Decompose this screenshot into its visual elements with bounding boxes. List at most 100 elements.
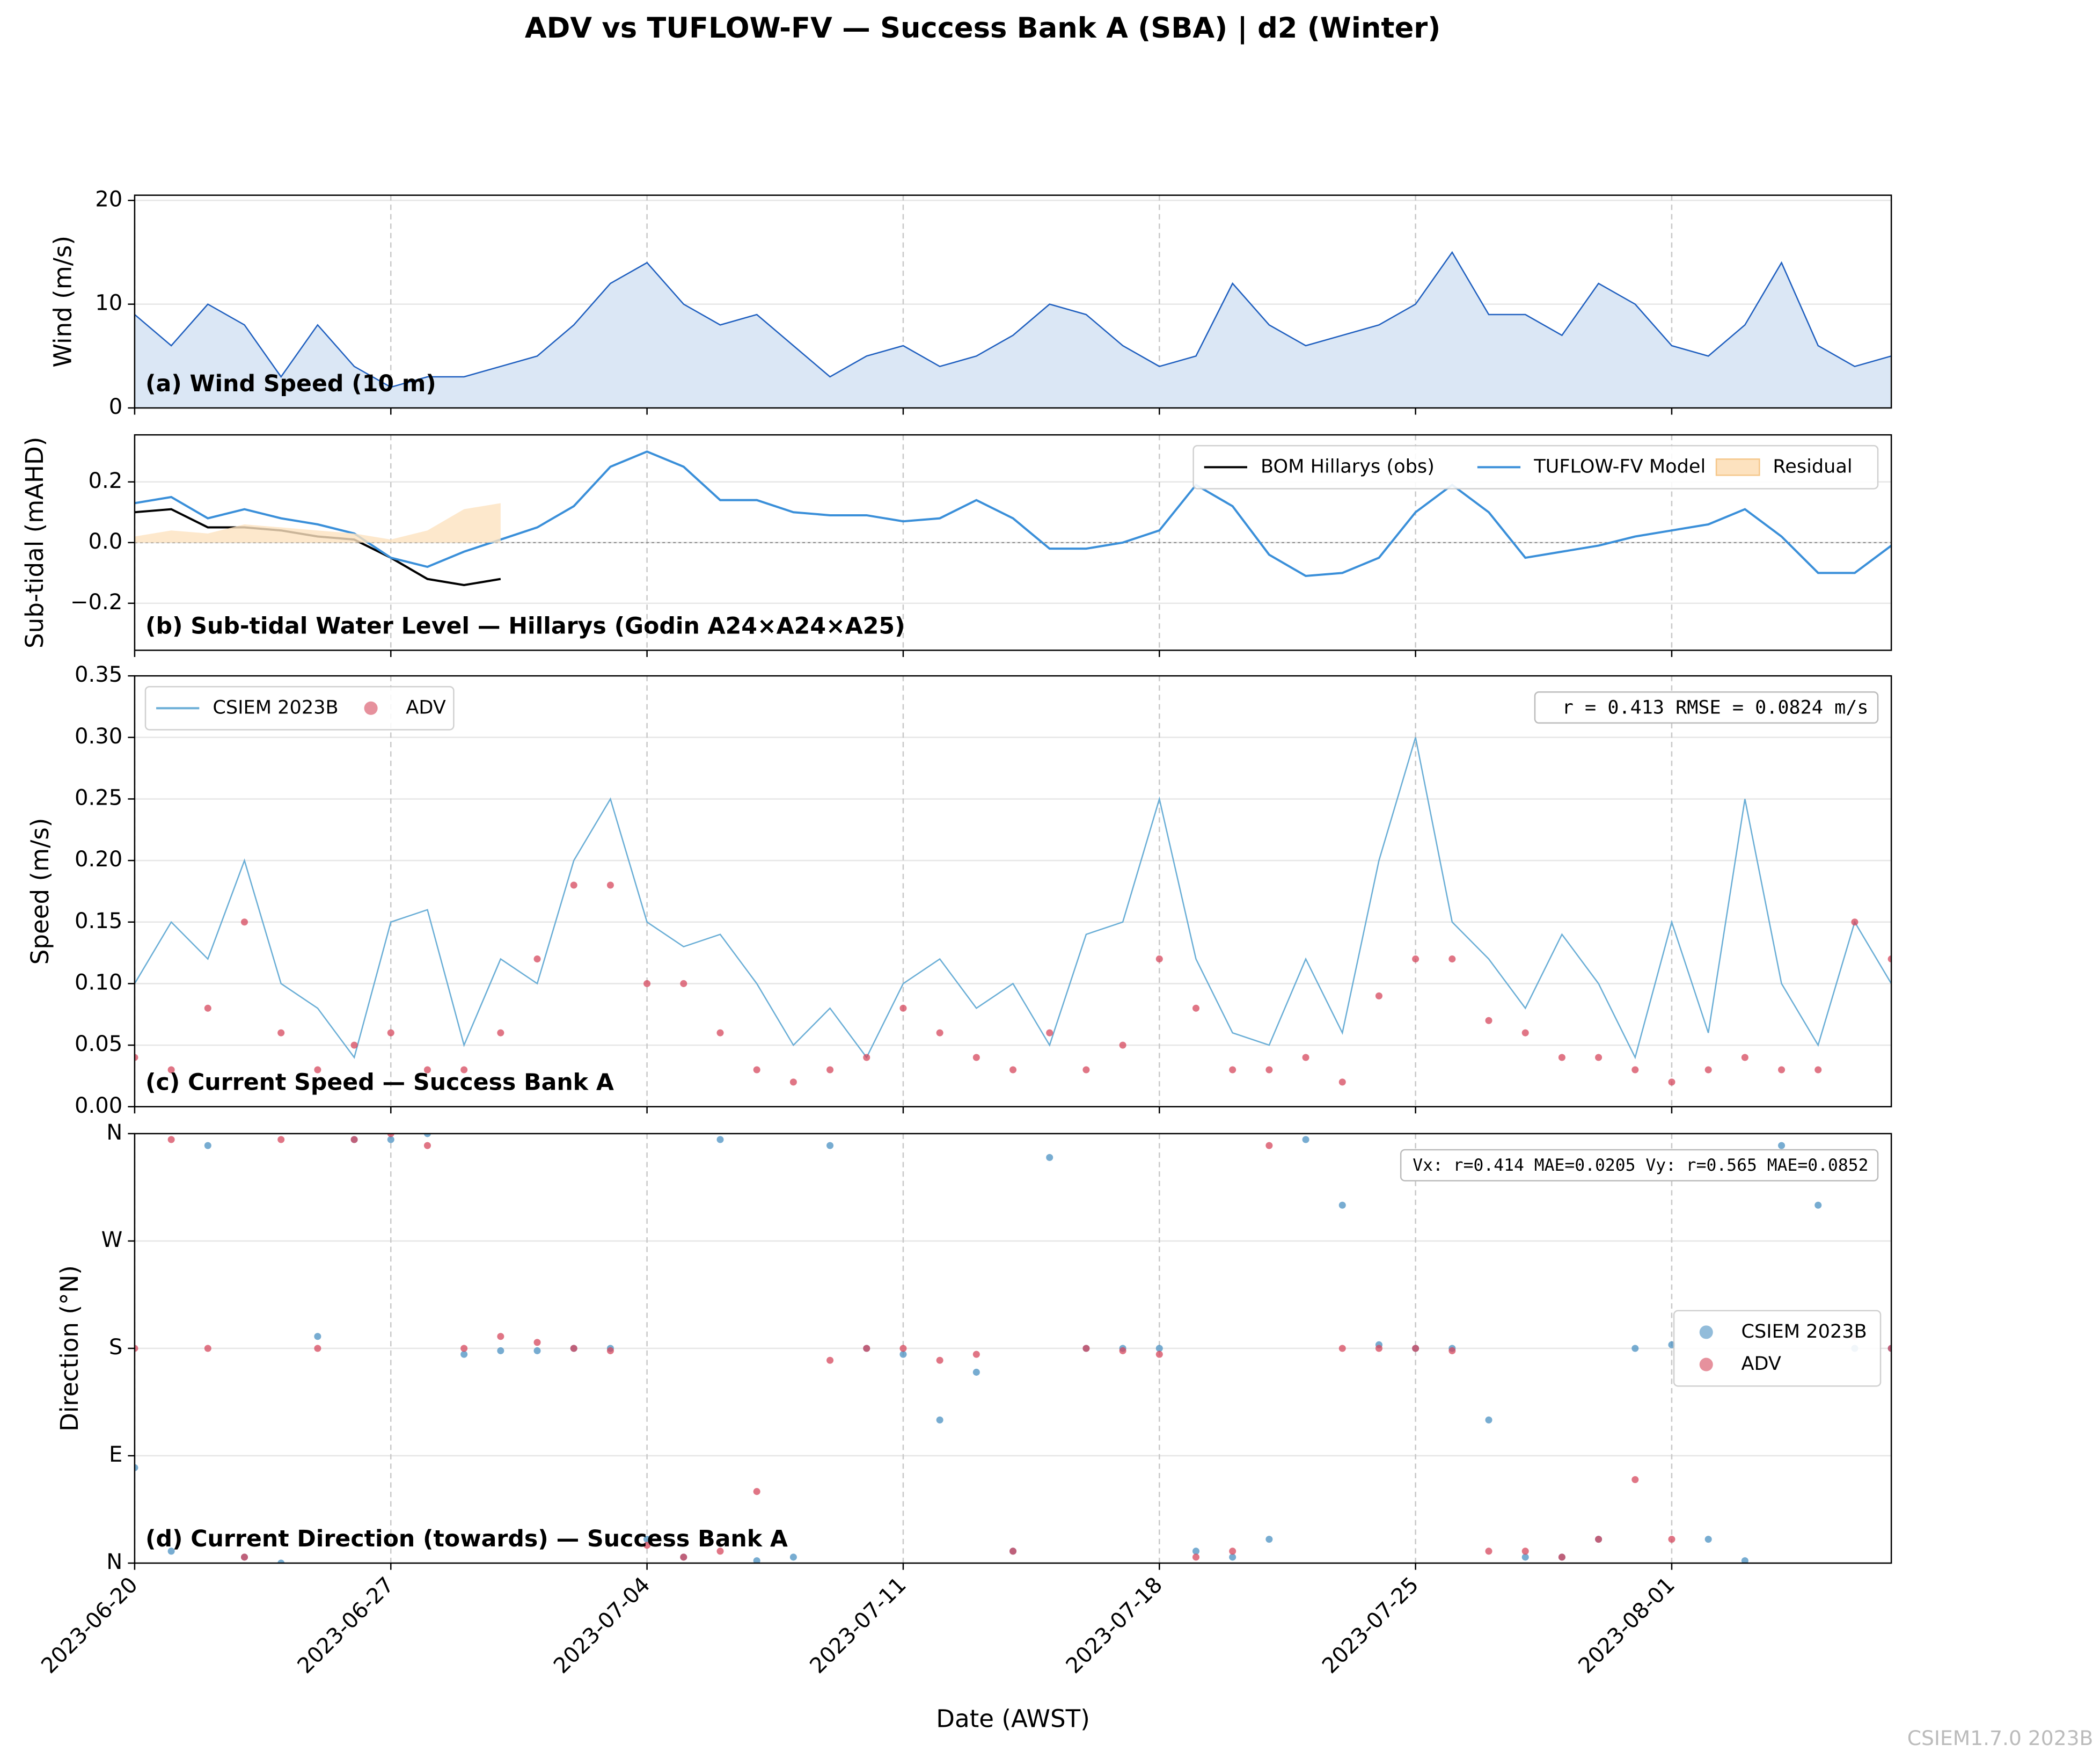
y-tick-label: 0.2	[89, 469, 123, 493]
axes-frame	[134, 194, 1892, 409]
point	[1631, 1476, 1639, 1483]
point	[753, 1557, 760, 1564]
point	[1521, 1548, 1529, 1555]
point	[1668, 1536, 1675, 1543]
y-tick-label: 10	[95, 291, 122, 316]
point	[423, 1066, 431, 1074]
point	[643, 980, 651, 987]
point	[1412, 1345, 1419, 1352]
footer: CSIEM1.7.0 2023B	[1907, 1726, 2094, 1750]
point	[1595, 1536, 1603, 1543]
line	[134, 251, 1892, 388]
y-tick-label: 0.05	[75, 1032, 122, 1056]
point	[1558, 1054, 1565, 1061]
point	[1046, 1154, 1053, 1161]
point	[1192, 1553, 1200, 1561]
point	[1631, 1066, 1639, 1074]
plot-area	[134, 676, 1892, 1107]
point	[1229, 1066, 1236, 1074]
point	[204, 1142, 211, 1149]
point	[1485, 1416, 1492, 1424]
area	[134, 252, 1892, 408]
annotation: r = 0.413 RMSE = 0.0824 m/s	[1562, 696, 1869, 718]
point	[1887, 955, 1892, 963]
point	[753, 1488, 760, 1495]
point	[972, 1054, 980, 1061]
point	[134, 1054, 138, 1061]
point	[1155, 955, 1163, 963]
annotation: Vx: r=0.414 MAE=0.0205 Vy: r=0.565 MAE=0…	[1413, 1156, 1868, 1175]
y-tick-label: −0.2	[70, 590, 122, 615]
axes-frame	[134, 675, 1892, 1108]
point	[1595, 1054, 1603, 1061]
point	[1851, 918, 1858, 926]
point	[1082, 1345, 1090, 1352]
point	[716, 1548, 724, 1555]
area	[134, 503, 501, 543]
point	[1778, 1066, 1786, 1074]
point	[899, 1345, 907, 1352]
point	[936, 1029, 943, 1037]
panel-title: (a) Wind Speed (10 m)	[145, 370, 436, 397]
point	[680, 1553, 687, 1561]
annotation-box	[1534, 691, 1879, 724]
y-tick-label: 0.10	[75, 970, 122, 995]
point	[1704, 1066, 1712, 1074]
point	[899, 1004, 907, 1012]
y-axis-label: Speed (m/s)	[26, 818, 54, 965]
point	[134, 1345, 138, 1352]
point	[826, 1142, 834, 1149]
point	[899, 1351, 907, 1358]
point	[1229, 1553, 1236, 1561]
point	[314, 1345, 321, 1352]
point	[167, 1066, 175, 1074]
point	[1412, 955, 1419, 963]
point	[277, 1136, 285, 1143]
point	[204, 1345, 211, 1352]
legend-label: CSIEM 2023B	[213, 696, 338, 718]
x-tick-label: 2023-07-04	[549, 1572, 655, 1678]
point	[497, 1347, 504, 1354]
point	[423, 1133, 431, 1137]
legend-swatch	[1715, 458, 1760, 476]
point	[1119, 1347, 1126, 1354]
y-axis-label: Direction (°N)	[55, 1265, 84, 1432]
point	[1887, 1345, 1892, 1352]
y-tick-label: 0.35	[75, 662, 122, 687]
point	[1009, 1548, 1017, 1555]
point	[789, 1553, 797, 1561]
legend-label: Residual	[1773, 455, 1852, 477]
point	[497, 1029, 504, 1037]
plot-area	[134, 195, 1892, 408]
point	[716, 1136, 724, 1143]
y-tick-label: 0.0	[89, 529, 123, 554]
point	[1192, 1548, 1200, 1555]
point	[570, 1345, 577, 1352]
point	[460, 1345, 468, 1352]
point	[1631, 1345, 1639, 1352]
y-tick-label: S	[109, 1335, 122, 1360]
y-tick-label: 20	[95, 187, 122, 211]
point	[1302, 1054, 1309, 1061]
point	[1119, 1041, 1126, 1049]
point	[533, 1347, 541, 1354]
x-tick-label: 2023-07-25	[1318, 1572, 1423, 1678]
point	[1338, 1078, 1346, 1086]
point	[240, 918, 248, 926]
point	[789, 1078, 797, 1086]
point	[533, 955, 541, 963]
point	[826, 1066, 834, 1074]
point	[460, 1066, 468, 1074]
legend-label: ADV	[406, 696, 445, 718]
point	[1229, 1548, 1236, 1555]
legend-swatch	[1699, 1325, 1713, 1339]
point	[350, 1136, 358, 1143]
point	[826, 1356, 834, 1364]
y-tick-label: 0.15	[75, 909, 122, 933]
point	[1375, 992, 1382, 999]
line	[134, 450, 1892, 578]
point	[643, 1536, 651, 1543]
y-tick-label: W	[101, 1228, 123, 1252]
y-tick-label: E	[109, 1442, 122, 1467]
